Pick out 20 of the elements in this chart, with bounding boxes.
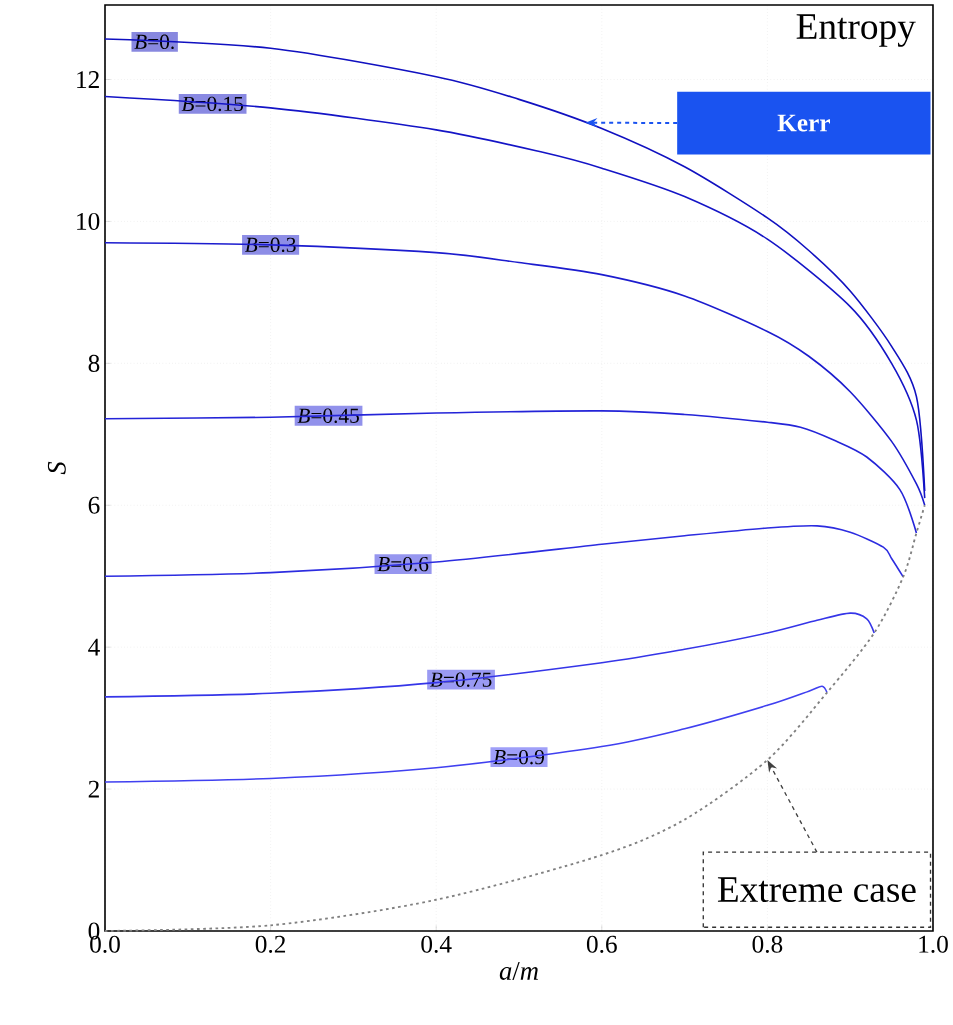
- x-tick-label: 1.0: [919, 935, 948, 953]
- y-axis-title: S: [47, 461, 66, 475]
- annotation: Extreme case: [717, 877, 916, 903]
- x-tick-label: 0.8: [752, 935, 783, 953]
- chart-title: Entropy: [796, 14, 916, 47]
- series-label: B=0.15: [181, 96, 243, 112]
- annotation: Kerr: [777, 114, 830, 132]
- y-tick-label: 6: [88, 496, 100, 514]
- x-tick-label: 0.6: [586, 935, 617, 953]
- y-tick-label: 12: [77, 71, 99, 88]
- y-tick-label: 8: [88, 354, 100, 372]
- y-tick-label: 2: [88, 780, 99, 798]
- x-tick-label: 0.2: [255, 935, 285, 953]
- x-tick-label: 0.4: [421, 935, 452, 953]
- x-axis-title: a/m: [499, 962, 538, 980]
- series-label: B=0.: [134, 34, 174, 50]
- y-tick-label: 10: [77, 212, 100, 230]
- series-label: B=0.9: [493, 749, 544, 765]
- y-tick-label: 4: [88, 638, 100, 656]
- series-label: B=0.6: [377, 556, 429, 572]
